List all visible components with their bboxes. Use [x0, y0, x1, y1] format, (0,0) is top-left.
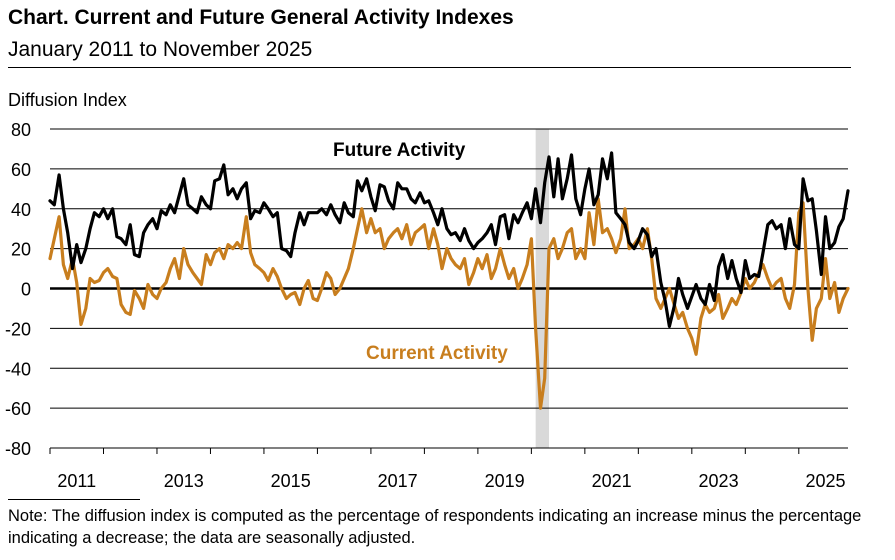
- y-tick-label: 60: [11, 160, 31, 180]
- x-tick-label: 2013: [164, 471, 204, 491]
- y-tick-label: 0: [21, 280, 31, 300]
- future-activity-label: Future Activity: [333, 140, 466, 161]
- y-tick-label: -80: [5, 439, 31, 459]
- series-layer: [48, 151, 850, 410]
- gridline-layer: [50, 128, 848, 449]
- y-tick-label-layer: 80 60 40 20 0 -20 -40 -60 -80: [5, 120, 31, 459]
- current-activity-line: [48, 197, 850, 410]
- future-activity-line: [48, 151, 850, 328]
- x-tick-label: 2021: [592, 471, 632, 491]
- x-tick-label: 2015: [271, 471, 311, 491]
- y-tick-label: -40: [5, 359, 31, 379]
- x-tick-label: 2023: [699, 471, 739, 491]
- y-tick-label: 80: [11, 120, 31, 140]
- y-axis-label: Diffusion Index: [8, 90, 127, 110]
- x-tick-label: 2025: [806, 471, 846, 491]
- y-tick-label: -60: [5, 399, 31, 419]
- y-tick-label: -20: [5, 319, 31, 339]
- x-tick-label: 2011: [57, 471, 96, 491]
- x-tick-label-layer: 2011 2013 2015 2017 2019 2021 2023 2025: [49, 448, 846, 491]
- x-tick-label: 2017: [378, 471, 418, 491]
- note-divider: [8, 499, 140, 500]
- title-divider: [8, 67, 851, 68]
- y-tick-label: 40: [11, 200, 31, 220]
- footnote: Note: The diffusion index is computed as…: [8, 507, 862, 547]
- current-activity-label: Current Activity: [366, 343, 508, 364]
- chart-title: Chart. Current and Future General Activi…: [8, 6, 514, 29]
- x-tick-label: 2019: [485, 471, 525, 491]
- y-tick-label: 20: [11, 240, 31, 260]
- chart-subtitle: January 2011 to November 2025: [8, 38, 313, 61]
